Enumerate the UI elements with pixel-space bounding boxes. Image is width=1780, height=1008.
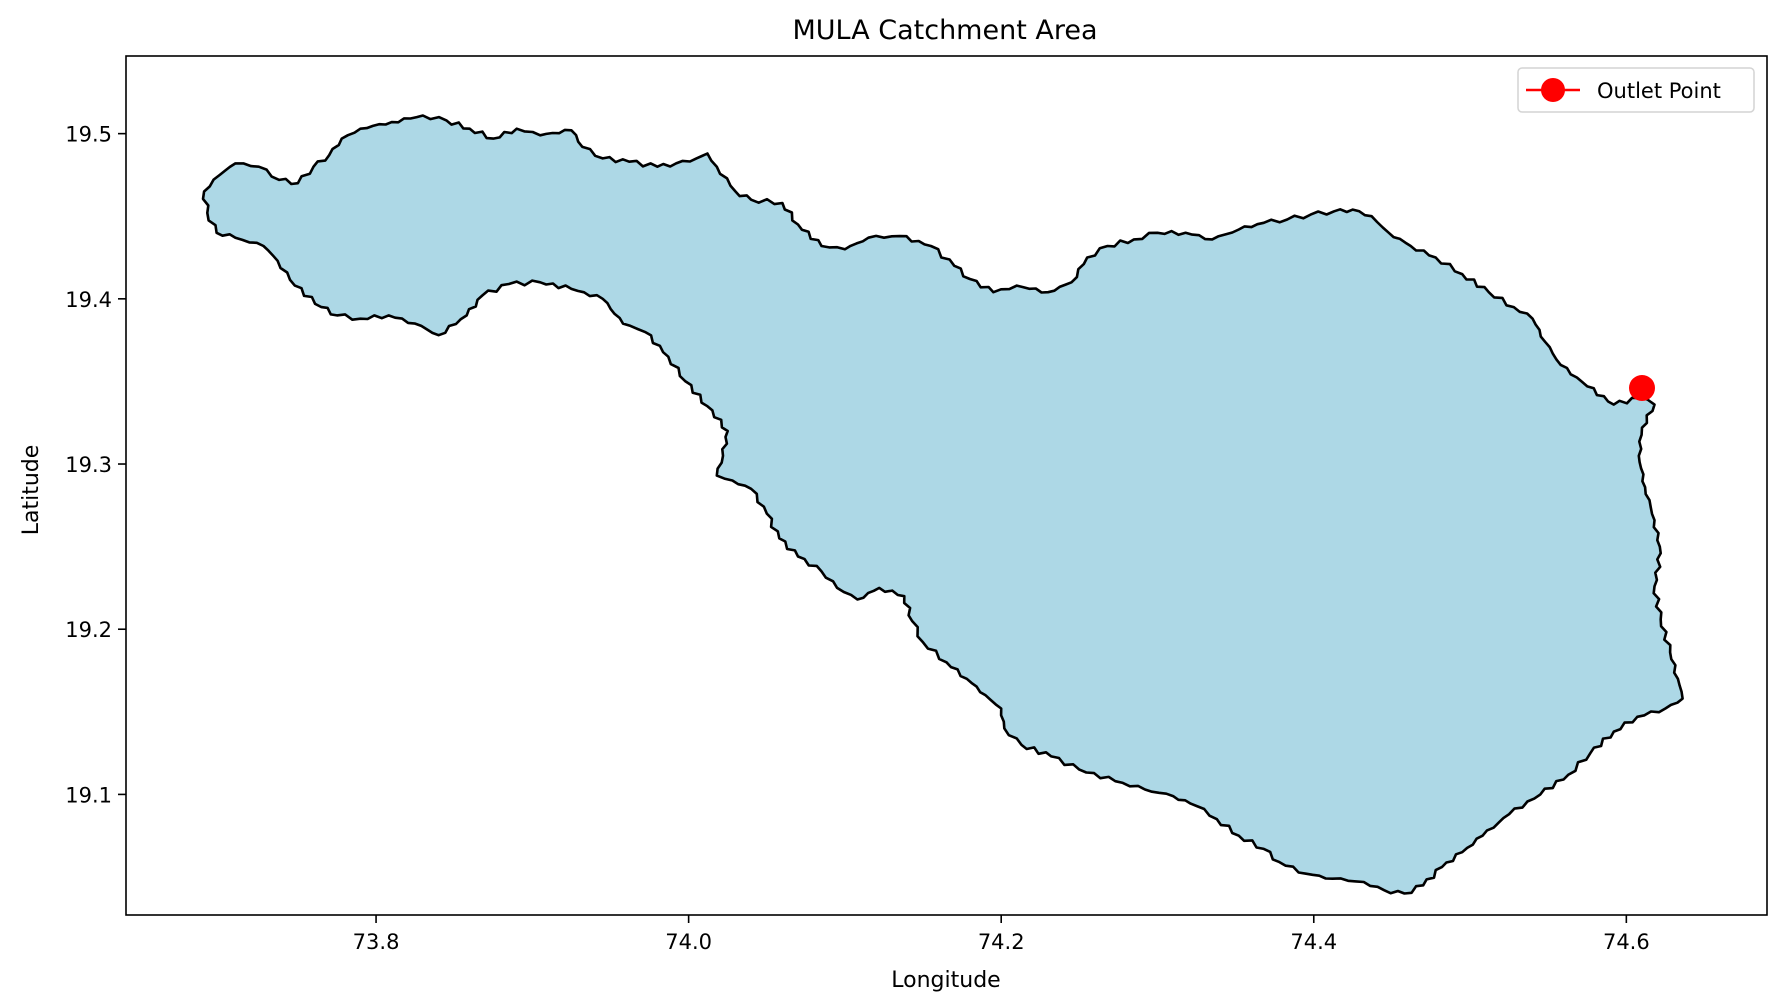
- plot-area: [125, 55, 1768, 916]
- x-tick-label: 73.8: [353, 930, 400, 954]
- y-tick-label: 19.4: [65, 288, 112, 312]
- axes-frame: [125, 55, 1768, 916]
- chart-title: MULA Catchment Area: [792, 15, 1097, 46]
- y-tick-label: 19.1: [65, 783, 112, 807]
- x-tick-label: 74.6: [1603, 930, 1650, 954]
- x-axis-ticks: 73.8 74.0 74.2 74.4 74.6: [353, 915, 1650, 954]
- outlet-point-marker[interactable]: [1629, 375, 1655, 401]
- legend-box: [1517, 67, 1755, 113]
- x-tick-label: 74.2: [978, 930, 1025, 954]
- y-tick-label: 19.2: [65, 618, 112, 642]
- x-tick-label: 74.4: [1290, 930, 1337, 954]
- x-axis-label: Longitude: [891, 968, 1000, 993]
- y-axis-ticks: 19.1 19.2 19.3 19.4 19.5: [65, 123, 126, 807]
- legend-marker-swatch: [1541, 78, 1565, 102]
- catchment-polygon: [201, 114, 1684, 895]
- y-tick-label: 19.5: [65, 123, 112, 147]
- y-tick-label: 19.3: [65, 453, 112, 477]
- legend-label-outlet-point: Outlet Point: [1597, 79, 1721, 103]
- x-tick-label: 74.0: [665, 930, 712, 954]
- legend: Outlet Point: [1517, 67, 1755, 113]
- y-axis-label: Latitude: [19, 445, 44, 536]
